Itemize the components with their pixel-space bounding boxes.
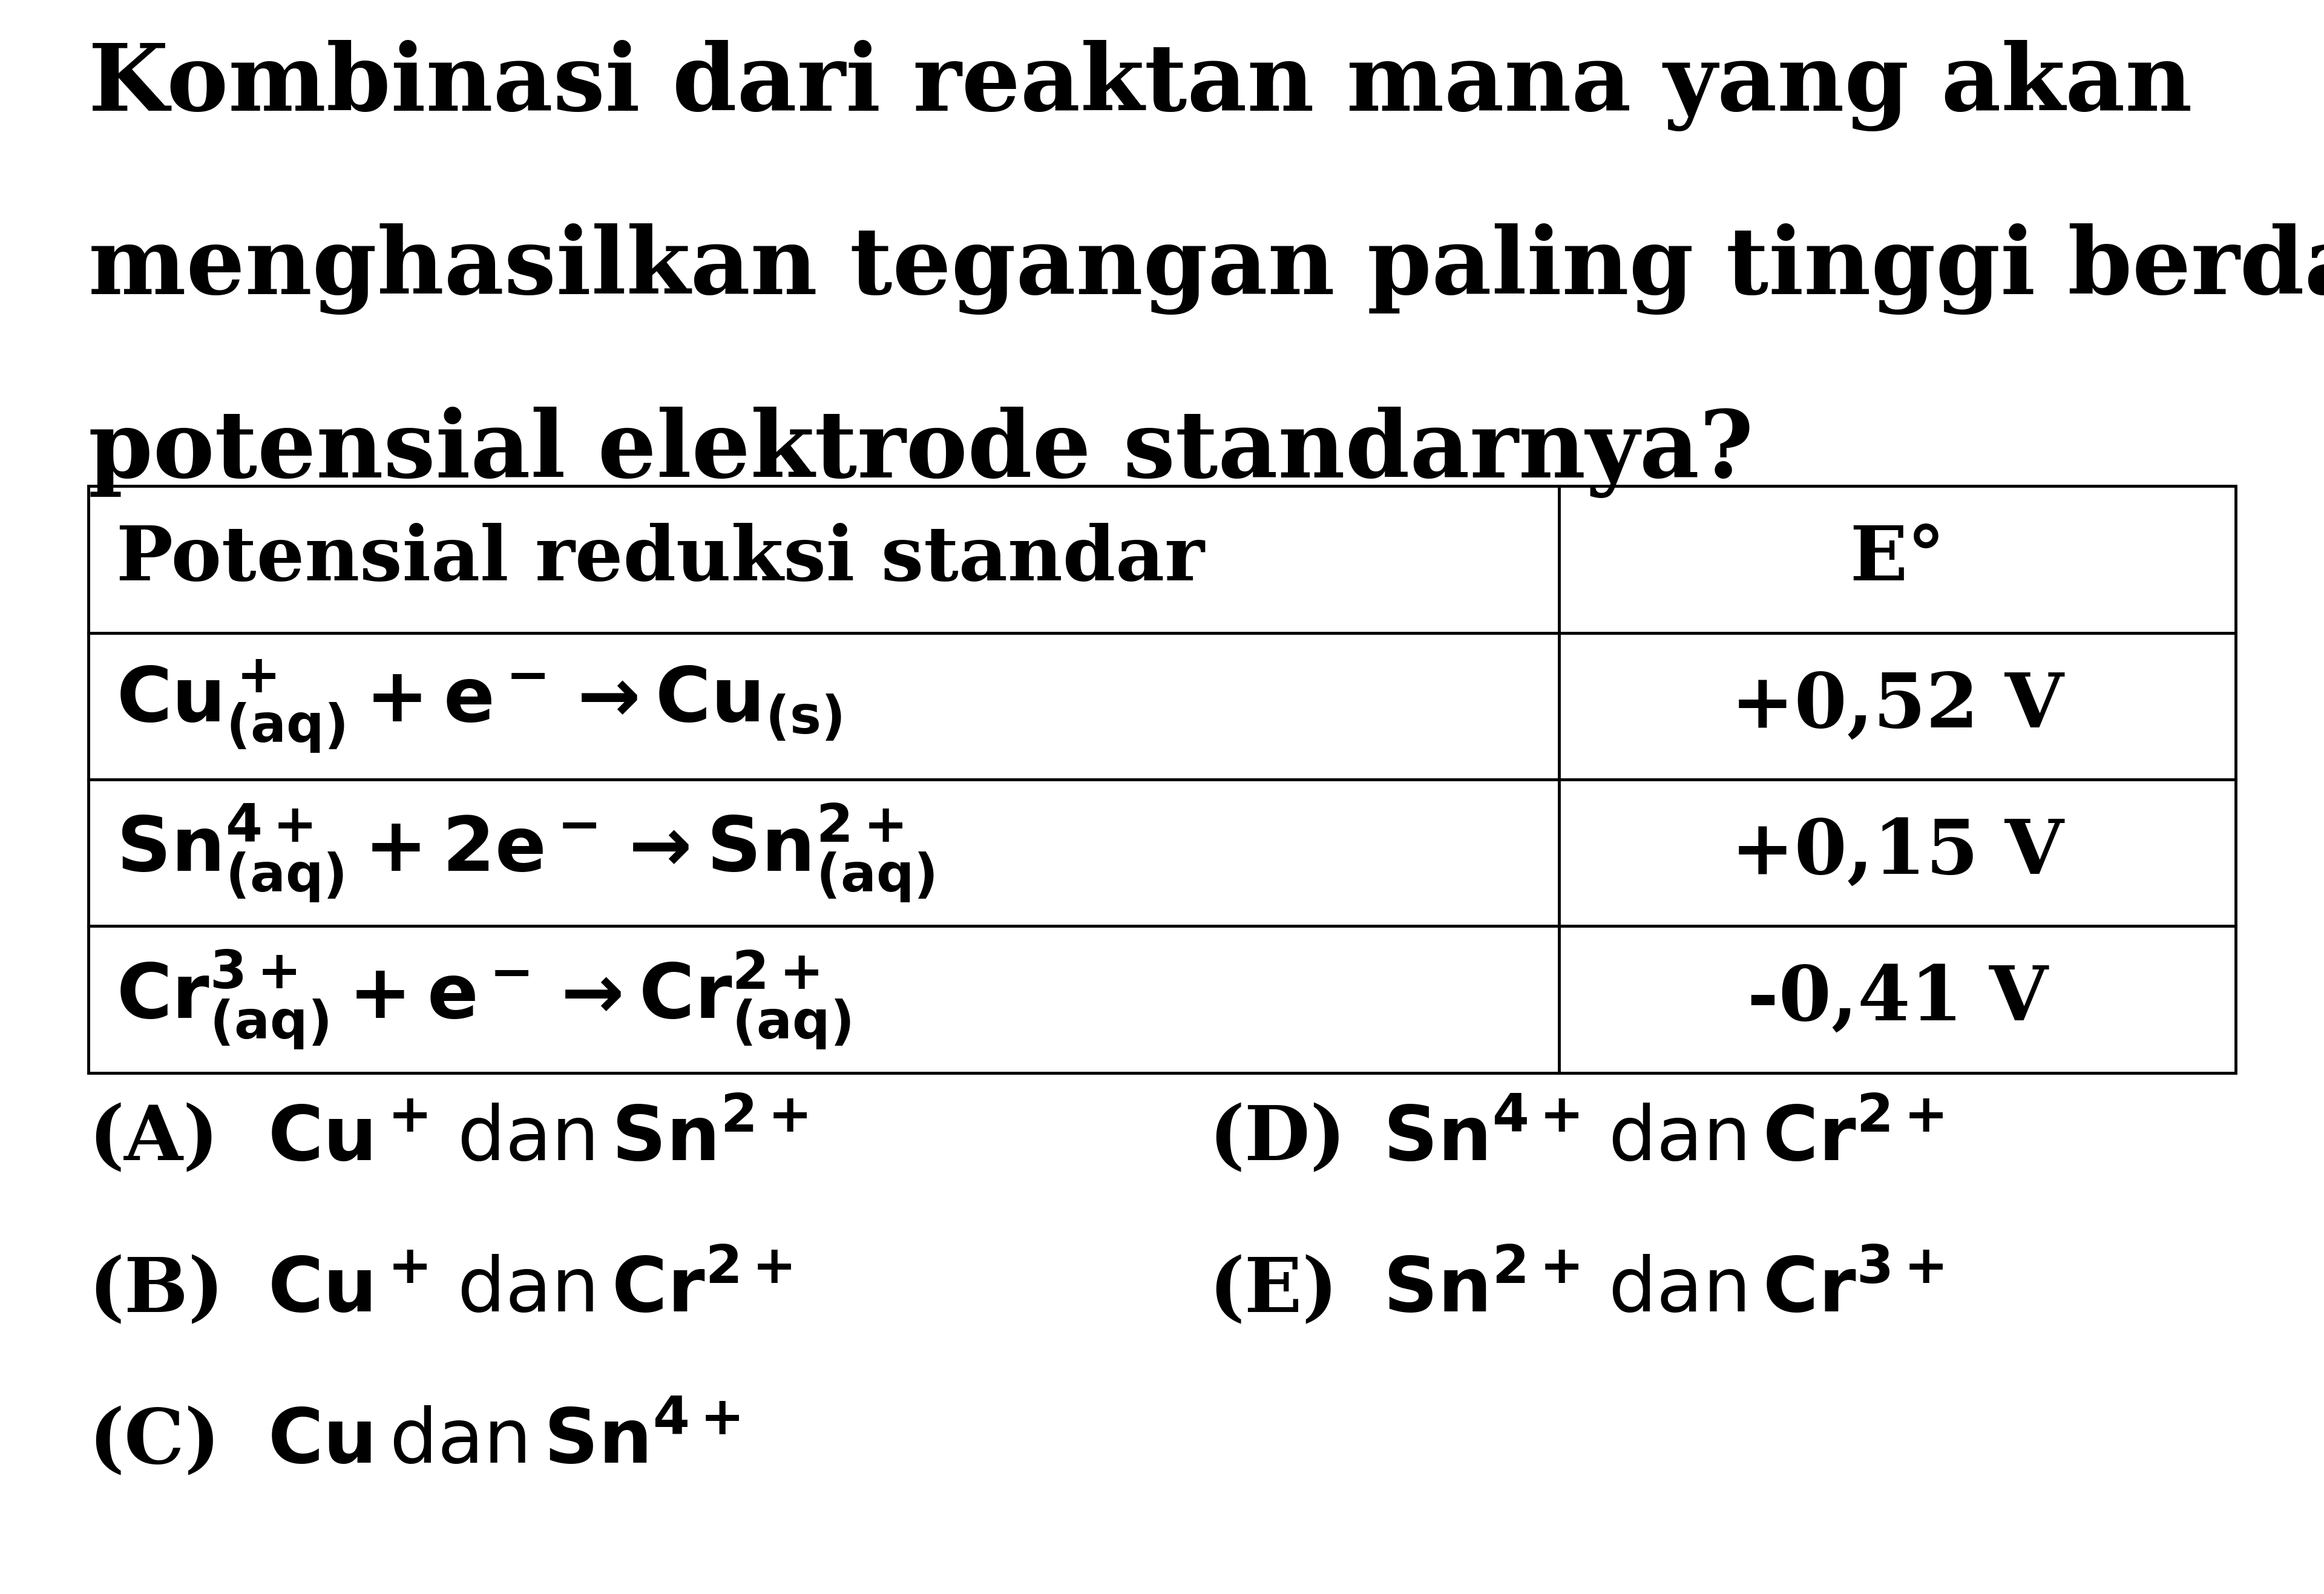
Text: potensial elektrode standarnya?: potensial elektrode standarnya? <box>88 406 1755 497</box>
Text: $\mathbf{Sn^{4+} \, \mathrm{dan} \, Cr^{2+}}$: $\mathbf{Sn^{4+} \, \mathrm{dan} \, Cr^{… <box>1383 1103 1943 1176</box>
Text: E°: E° <box>1850 523 1945 596</box>
Bar <box>88 486 2236 1073</box>
Text: Potensial reduksi standar: Potensial reduksi standar <box>116 523 1204 596</box>
Text: (D): (D) <box>1208 1103 1346 1176</box>
Text: $\mathbf{Cu^+_{(aq)} + e^- \rightarrow Cu_{(s)}}$: $\mathbf{Cu^+_{(aq)} + e^- \rightarrow C… <box>116 658 841 754</box>
Text: $\mathbf{Sn^{2+} \, \mathrm{dan} \, Cr^{3+}}$: $\mathbf{Sn^{2+} \, \mathrm{dan} \, Cr^{… <box>1383 1254 1943 1328</box>
Text: $\mathbf{Cu^+ \, \mathrm{dan} \, Cr^{2+}}$: $\mathbf{Cu^+ \, \mathrm{dan} \, Cr^{2+}… <box>267 1254 792 1328</box>
Text: (E): (E) <box>1208 1254 1339 1328</box>
Text: $\mathbf{Cu \, \mathrm{dan} \, Sn^{4+}}$: $\mathbf{Cu \, \mathrm{dan} \, Sn^{4+}}$ <box>267 1406 739 1479</box>
Text: Kombinasi dari reaktan mana yang akan: Kombinasi dari reaktan mana yang akan <box>88 40 2192 131</box>
Text: $\mathbf{Cu^+ \, \mathrm{dan} \, Sn^{2+}}$: $\mathbf{Cu^+ \, \mathrm{dan} \, Sn^{2+}… <box>267 1103 806 1176</box>
Text: (B): (B) <box>88 1254 223 1328</box>
Text: +0,15 V: +0,15 V <box>1731 816 2064 889</box>
Text: menghasilkan tegangan paling tinggi berdasarkan: menghasilkan tegangan paling tinggi berd… <box>88 223 2324 314</box>
Text: (C): (C) <box>88 1406 221 1479</box>
Text: $\mathbf{Cr^{3+}_{(aq)} + e^- \rightarrow Cr^{2+}_{(aq)}}$: $\mathbf{Cr^{3+}_{(aq)} + e^- \rightarro… <box>116 948 851 1050</box>
Text: $\mathbf{Sn^{4+}_{(aq)} + 2e^- \rightarrow Sn^{2+}_{(aq)}}$: $\mathbf{Sn^{4+}_{(aq)} + 2e^- \rightarr… <box>116 802 934 904</box>
Text: +0,52 V: +0,52 V <box>1731 669 2064 743</box>
Text: (A): (A) <box>88 1103 218 1176</box>
Text: -0,41 V: -0,41 V <box>1748 963 2047 1036</box>
